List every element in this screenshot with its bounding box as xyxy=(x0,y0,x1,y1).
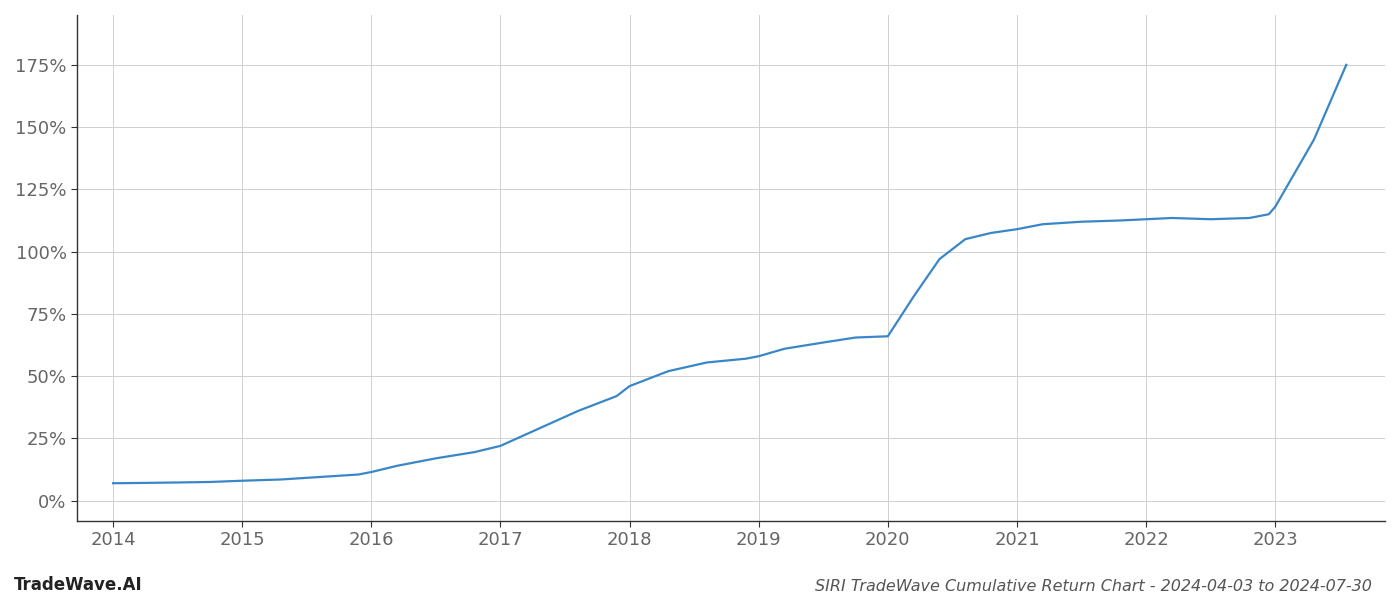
Text: SIRI TradeWave Cumulative Return Chart - 2024-04-03 to 2024-07-30: SIRI TradeWave Cumulative Return Chart -… xyxy=(815,579,1372,594)
Text: TradeWave.AI: TradeWave.AI xyxy=(14,576,143,594)
